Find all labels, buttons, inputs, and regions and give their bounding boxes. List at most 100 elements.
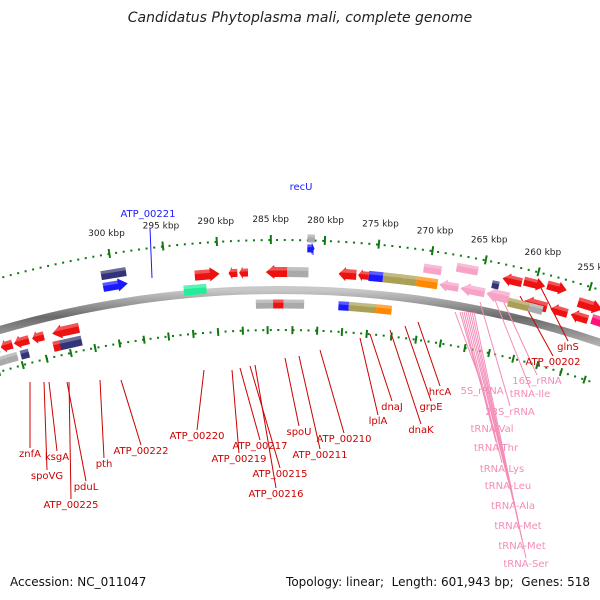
- gene-feature-outer-29: [491, 280, 500, 290]
- ring-dot: [482, 258, 485, 261]
- gene-feature-inner-12-body: [52, 340, 62, 352]
- gene-label-red: ATP_00202: [525, 357, 580, 368]
- gene-feature-outer-16: [194, 267, 220, 282]
- gene-feature-outer-28-shine: [592, 314, 600, 320]
- gene-feature-outer-4-body: [460, 283, 486, 298]
- gene-feature-outer-12: [287, 267, 309, 278]
- inner-tick: [117, 339, 122, 348]
- ring-dot: [24, 270, 27, 273]
- gene-label-red: dnaJ: [381, 402, 403, 413]
- ring-dot: [179, 334, 182, 337]
- ring-dot: [92, 255, 95, 258]
- ring-dot: [194, 332, 197, 335]
- inner-tick: [365, 329, 369, 338]
- ring-dot: [16, 365, 19, 368]
- inner-tick: [44, 354, 49, 363]
- ring-dot: [247, 329, 250, 332]
- ring-dot: [17, 272, 20, 275]
- gene-label-pink: tRNA-Ile: [510, 389, 550, 400]
- pink-label-leader: [499, 293, 538, 376]
- ring-dot: [2, 369, 5, 372]
- gene-feature-outer-20-shine: [307, 244, 312, 248]
- pink-label-leader: [467, 311, 514, 501]
- ring-dot: [475, 257, 478, 260]
- gene-label-red: ATP_00219: [211, 454, 266, 465]
- gene-feature-inner-17-shine: [338, 301, 350, 306]
- ring-dot: [572, 280, 575, 283]
- ring-dot: [520, 267, 523, 270]
- ring-dot: [490, 260, 493, 263]
- gene-feature-outer-26-body: [546, 280, 567, 295]
- gene-feature-outer-6-body: [415, 276, 439, 290]
- gene-feature-inner-12-shine: [52, 340, 60, 346]
- scale-tick: [430, 246, 435, 256]
- gene-feature-inner-2-shine: [0, 339, 12, 347]
- gene-label-red: znfA: [19, 449, 41, 460]
- scale-tick-label: 270 kbp: [417, 226, 454, 236]
- gene-feature-outer-10: [358, 269, 370, 282]
- ring-dot: [314, 239, 317, 242]
- inner-tick: [487, 348, 491, 358]
- gene-feature-outer-21-shine: [307, 234, 315, 238]
- gene-feature-outer-27-shine: [578, 297, 595, 306]
- gene-label-red: ATP_00220: [169, 431, 224, 442]
- red-label-leader: [359, 337, 379, 416]
- gene-feature-inner-10-body: [19, 348, 31, 360]
- ring-dot: [97, 346, 100, 349]
- gene-feature-outer-18-body: [102, 278, 128, 292]
- ring-dot: [337, 240, 340, 243]
- ring-dot: [345, 331, 348, 334]
- gene-feature-outer-31-shine: [529, 302, 544, 310]
- ring-dot: [307, 329, 310, 332]
- inner-tick: [20, 360, 25, 370]
- gene-label-red: ATP_00222: [113, 446, 168, 457]
- gene-feature-inner-19: [375, 304, 393, 315]
- gene-feature-outer-18-shine: [102, 280, 118, 287]
- gene-feature-inner-5-body: [52, 322, 80, 339]
- gene-label-top: ATP_00221: [120, 209, 175, 220]
- inner-tick: [69, 348, 73, 358]
- ring-dot: [164, 335, 167, 338]
- red-label-leader: [404, 325, 432, 402]
- ring-dot: [9, 367, 12, 370]
- gene-feature-inner-1: [0, 350, 1, 353]
- gene-feature-outer-23: [455, 262, 479, 276]
- pink-label-leader: [461, 311, 497, 443]
- ring-dot: [360, 242, 363, 245]
- gene-feature-inner-8-shine: [0, 355, 6, 360]
- gene-label-pink: tRNA-Ala: [491, 501, 535, 512]
- gene-label-red: spoU: [287, 427, 312, 438]
- ring-dot: [391, 245, 394, 248]
- ring-dot: [545, 366, 548, 369]
- gene-feature-outer-16-body: [194, 267, 220, 282]
- ring-dot: [47, 264, 50, 267]
- gene-feature-outer-29-body: [491, 280, 500, 290]
- ring-dot: [535, 270, 538, 273]
- gene-feature-outer-20-body: [307, 242, 315, 255]
- gene-feature-outer-22-body: [423, 263, 443, 276]
- ring-dot: [367, 333, 370, 336]
- ring-dot: [315, 329, 318, 332]
- ring-dot: [24, 363, 27, 366]
- gene-label-pink: tRNA-Thr: [474, 443, 519, 454]
- ring-dot: [330, 330, 333, 333]
- gene-feature-outer-16-shine: [194, 269, 210, 275]
- accession-value: NC_011047: [77, 575, 147, 589]
- ring-dot: [229, 240, 232, 243]
- gene-feature-inner-12: [52, 340, 62, 352]
- ring-dot: [60, 354, 63, 357]
- ring-dot: [527, 268, 530, 271]
- gene-feature-outer-13: [265, 265, 288, 279]
- ring-dot: [268, 239, 271, 242]
- pink-label-leader: [494, 299, 531, 389]
- gene-feature-inner-16: [273, 299, 284, 309]
- ring-dot: [412, 338, 415, 341]
- gene-feature-outer-22-shine: [423, 263, 443, 270]
- ring-dot: [130, 249, 133, 252]
- ring-dot: [291, 239, 294, 242]
- ring-dot: [329, 240, 332, 243]
- ring-dot: [276, 239, 279, 242]
- gene-feature-outer-30: [507, 297, 530, 312]
- ring-dot: [254, 329, 257, 332]
- ring-dot: [322, 239, 325, 242]
